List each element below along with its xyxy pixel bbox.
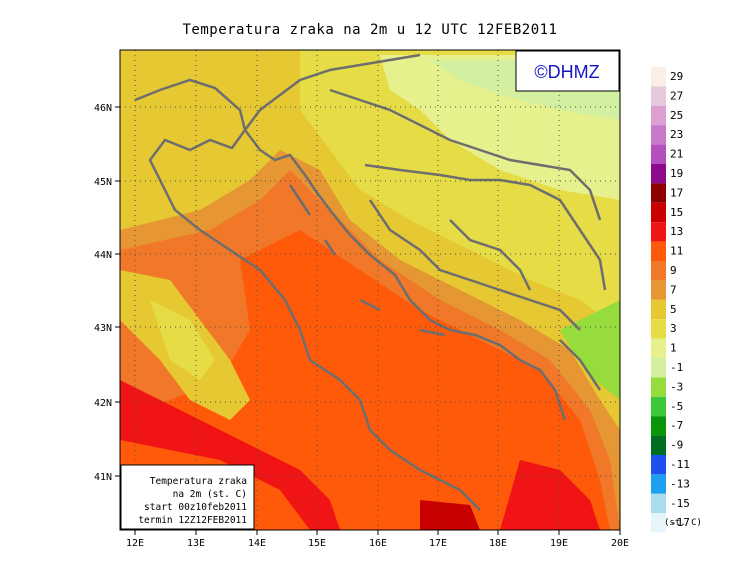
colorbar-swatch bbox=[651, 241, 666, 261]
field-greece bbox=[500, 460, 600, 530]
lat-label: 43N bbox=[94, 323, 112, 334]
field-italy-cool bbox=[150, 300, 215, 380]
colorbar: 29 27 25 23 21 19 17 15 13 11 9 7 5 3 1 -1 -3 -5 -7 -9 -11 -1… bbox=[651, 67, 690, 533]
coastlines bbox=[134, 53, 607, 511]
dhmz-logo: ©DHMZ bbox=[534, 62, 599, 82]
lat-label: 42N bbox=[94, 398, 112, 409]
lon-labels: 12E 13E 14E 15E 16E 17E 18E 19E 20E bbox=[126, 538, 629, 549]
lon-label: 19E bbox=[550, 538, 568, 549]
logo-box bbox=[515, 50, 620, 92]
lon-label: 15E bbox=[308, 538, 326, 549]
colorbar-label: -15 bbox=[670, 497, 690, 510]
colorbar-swatch bbox=[651, 416, 666, 436]
colorbar-label: 19 bbox=[670, 167, 683, 180]
axis-ticks bbox=[115, 106, 621, 535]
colorbar-label: 13 bbox=[670, 225, 683, 238]
gridlines bbox=[120, 50, 620, 530]
colorbar-swatch bbox=[651, 435, 666, 455]
colorbar-label: 11 bbox=[670, 245, 683, 258]
colorbar-swatch bbox=[651, 358, 666, 378]
colorbar-label: 3 bbox=[670, 322, 677, 335]
lon-label: 13E bbox=[187, 538, 205, 549]
colorbar-label: 23 bbox=[670, 128, 683, 141]
colorbar-label: -17 bbox=[670, 516, 690, 529]
colorbar-label: 21 bbox=[670, 148, 683, 161]
colorbar-label: 7 bbox=[670, 283, 677, 296]
colorbar-unit: (st. C) bbox=[664, 518, 702, 528]
colorbar-swatch bbox=[651, 455, 666, 475]
colorbar-label: 15 bbox=[670, 206, 683, 219]
colorbar-label: -5 bbox=[670, 400, 683, 413]
colorbar-label: 17 bbox=[670, 186, 683, 199]
colorbar-label: -11 bbox=[670, 458, 690, 471]
colorbar-swatch bbox=[651, 261, 666, 281]
info-box bbox=[120, 464, 255, 530]
colorbar-swatch bbox=[651, 86, 666, 106]
colorbar-swatch bbox=[651, 319, 666, 339]
colorbar-label: 5 bbox=[670, 303, 677, 316]
info-line: Temperatura zraka bbox=[150, 476, 247, 487]
lat-label: 46N bbox=[94, 103, 112, 114]
colorbar-label: -9 bbox=[670, 439, 683, 452]
colorbar-label: 9 bbox=[670, 264, 677, 277]
colorbar-swatch bbox=[651, 493, 666, 514]
lon-label: 20E bbox=[611, 538, 629, 549]
lon-label: 17E bbox=[429, 538, 447, 549]
colorbar-label: -1 bbox=[670, 361, 683, 374]
colorbar-swatch bbox=[651, 105, 666, 126]
lat-label: 41N bbox=[94, 472, 112, 483]
lon-label: 16E bbox=[369, 538, 387, 549]
colorbar-swatch bbox=[651, 183, 666, 203]
map-frame bbox=[119, 49, 621, 531]
colorbar-label: 27 bbox=[670, 89, 683, 102]
colorbar-label: -13 bbox=[670, 477, 690, 490]
colorbar-swatch bbox=[651, 144, 666, 164]
lon-label: 14E bbox=[248, 538, 266, 549]
lon-label: 12E bbox=[126, 538, 144, 549]
colorbar-swatch bbox=[651, 280, 666, 300]
field-hot bbox=[420, 500, 480, 530]
info-line: termin 12Z12FEB2011 bbox=[138, 515, 247, 526]
colorbar-label: -7 bbox=[670, 419, 683, 432]
lon-label: 18E bbox=[489, 538, 507, 549]
colorbar-swatch bbox=[651, 377, 666, 397]
info-line: start 00z10feb2011 bbox=[144, 502, 247, 513]
colorbar-swatch bbox=[651, 338, 666, 358]
colorbar-swatch bbox=[651, 222, 666, 242]
colorbar-swatch bbox=[651, 202, 666, 223]
lat-label: 44N bbox=[94, 250, 112, 261]
colorbar-swatch bbox=[651, 474, 666, 494]
colorbar-label: 29 bbox=[670, 70, 683, 83]
lat-labels: 41N 42N 43N 44N 45N 46N bbox=[94, 103, 112, 483]
colorbar-label: 25 bbox=[670, 109, 683, 122]
colorbar-label: -3 bbox=[670, 380, 683, 393]
info-line: na 2m (st. C) bbox=[173, 489, 247, 500]
colorbar-swatch bbox=[651, 396, 666, 417]
colorbar-swatch bbox=[651, 513, 666, 533]
lat-label: 45N bbox=[94, 177, 112, 188]
colorbar-swatch bbox=[651, 164, 666, 184]
colorbar-swatch bbox=[651, 67, 666, 87]
colorbar-label: 1 bbox=[670, 342, 677, 355]
map-title: Temperatura zraka na 2m u 12 UTC 12FEB20… bbox=[182, 22, 558, 38]
colorbar-swatch bbox=[651, 299, 666, 320]
colorbar-swatch bbox=[651, 125, 666, 145]
